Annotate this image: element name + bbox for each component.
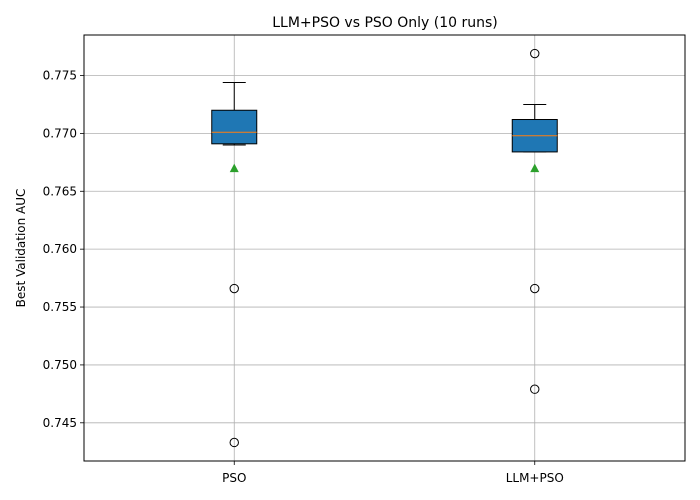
outlier-point [530,283,540,294]
y-tick-label: 0.755 [43,300,77,314]
chart-title: LLM+PSO vs PSO Only (10 runs) [272,15,498,31]
iqr-box [211,109,258,145]
y-tick-label: 0.750 [43,358,77,372]
box-group [211,81,258,448]
x-tick-label: LLM+PSO [506,471,564,485]
y-tick-label: 0.775 [43,69,77,83]
axis-layer: 0.745 0.750 0.755 0.760 0.765 0.770 0.775 PSO LL… [43,34,686,485]
outlier-point [530,384,540,394]
outlier-point [229,283,239,294]
box-group [511,48,558,394]
y-axis-label: Best Validation AUC [14,189,28,308]
x-tick-label: PSO [222,471,246,485]
mean-marker [229,163,239,173]
box-layer [211,48,558,448]
y-tick-label: 0.760 [43,242,77,256]
plot-frame [83,34,686,462]
y-tick-label: 0.745 [43,416,77,430]
outlier-point [530,48,540,59]
y-tick-label: 0.765 [43,184,77,198]
outlier-point [229,437,239,448]
mean-marker [530,163,540,173]
grid-layer [84,35,685,461]
y-tick-label: 0.770 [43,126,77,140]
